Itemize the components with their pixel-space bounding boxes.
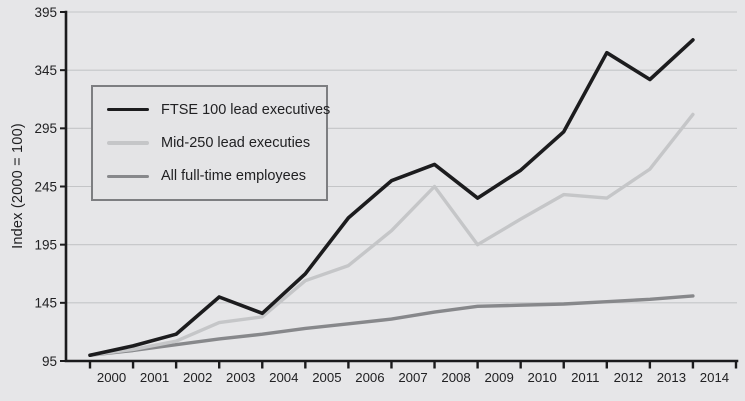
y-tick-label: 295 xyxy=(34,121,57,136)
x-tick-label: 2013 xyxy=(657,370,686,385)
y-tick-label: 195 xyxy=(34,237,57,252)
legend-swatch xyxy=(107,107,149,112)
x-tick-label: 2002 xyxy=(183,370,212,385)
series-line-mid-250-lead-executies xyxy=(88,112,695,357)
legend-label: FTSE 100 lead executives xyxy=(161,101,331,118)
legend-item: Mid-250 lead executies xyxy=(107,135,326,151)
x-tick-label: 2000 xyxy=(97,370,126,385)
x-tick-label: 2014 xyxy=(700,370,729,385)
legend-item: FTSE 100 lead executives xyxy=(107,102,330,118)
legend-swatch xyxy=(107,174,149,179)
x-tick-label: 2011 xyxy=(571,370,599,385)
legend: FTSE 100 lead executives Mid-250 lead exe… xyxy=(91,85,330,201)
legend-label: Mid-250 lead executies xyxy=(161,134,311,151)
series-line-ftse-100-lead-executives xyxy=(88,38,695,358)
legend-label: All full-time employees xyxy=(161,168,307,185)
x-tick-label: 2006 xyxy=(355,370,384,385)
axis-spines xyxy=(64,10,739,363)
legend-item: All full-time employees xyxy=(107,168,326,184)
series-line-all-full-time-employees xyxy=(88,294,695,357)
y-tick-label: 345 xyxy=(34,63,57,78)
y-tick-label: 395 xyxy=(34,5,57,20)
legend-swatch xyxy=(107,141,149,145)
x-tick-label: 2001 xyxy=(140,370,169,385)
x-tick-label: 2007 xyxy=(398,370,427,385)
y-tick-label: 145 xyxy=(34,296,57,311)
x-tick-label: 2008 xyxy=(441,370,470,385)
y-tick-label: 95 xyxy=(42,354,57,369)
x-tick-label: 2009 xyxy=(484,370,513,385)
x-tick-label: 2005 xyxy=(312,370,341,385)
x-tick-label: 2004 xyxy=(269,370,298,385)
x-tick-label: 2003 xyxy=(226,370,255,385)
x-tick-label: 2010 xyxy=(528,370,557,385)
y-axis-title: Index (2000 = 100) xyxy=(10,123,26,249)
x-tick-label: 2012 xyxy=(614,370,643,385)
y-tick-label: 245 xyxy=(34,179,57,194)
